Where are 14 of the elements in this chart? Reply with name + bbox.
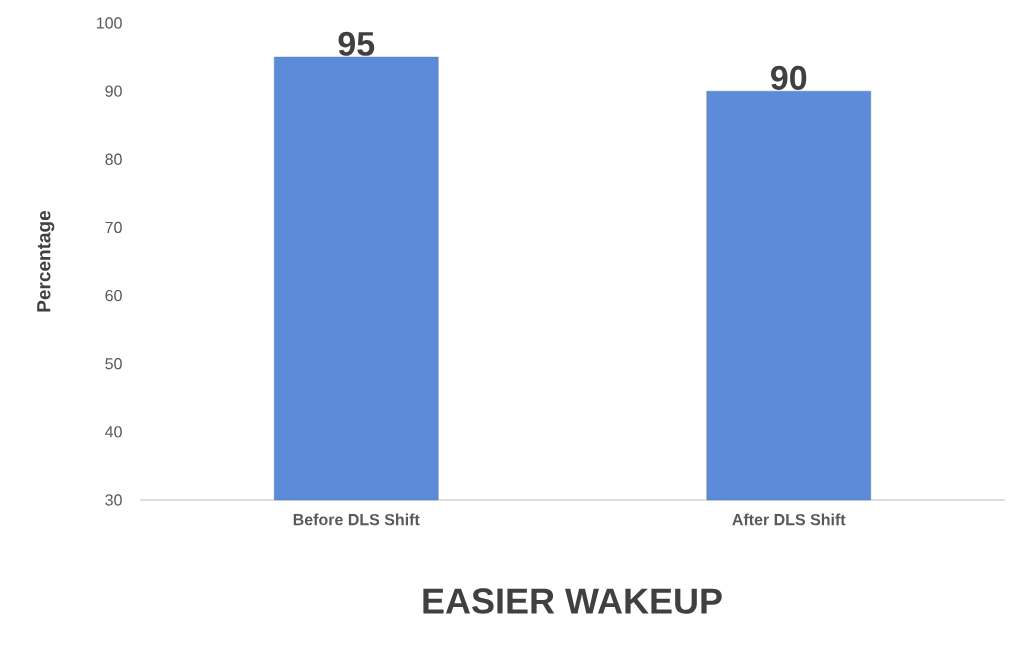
y-tick-label: 40 — [105, 426, 122, 438]
text: EASIER WAKEUP — [423, 588, 722, 614]
y-tick-label: 60 — [105, 289, 122, 302]
y-tick-label: 90 — [105, 85, 122, 97]
x-tick-label: Before DLS Shift — [293, 513, 420, 526]
y-tick-label: 50 — [105, 358, 122, 370]
data-label: 95 — [338, 31, 375, 56]
data-label: 90 — [771, 65, 807, 90]
y-tick-label: 80 — [105, 153, 122, 165]
y-axis-title: Percentage — [37, 210, 55, 312]
y-tick-label: 30 — [105, 494, 122, 506]
y-tick-label: 70 — [105, 221, 122, 234]
y-tick-label: 100 — [97, 17, 122, 29]
x-tick-label: After DLS Shift — [732, 513, 846, 526]
